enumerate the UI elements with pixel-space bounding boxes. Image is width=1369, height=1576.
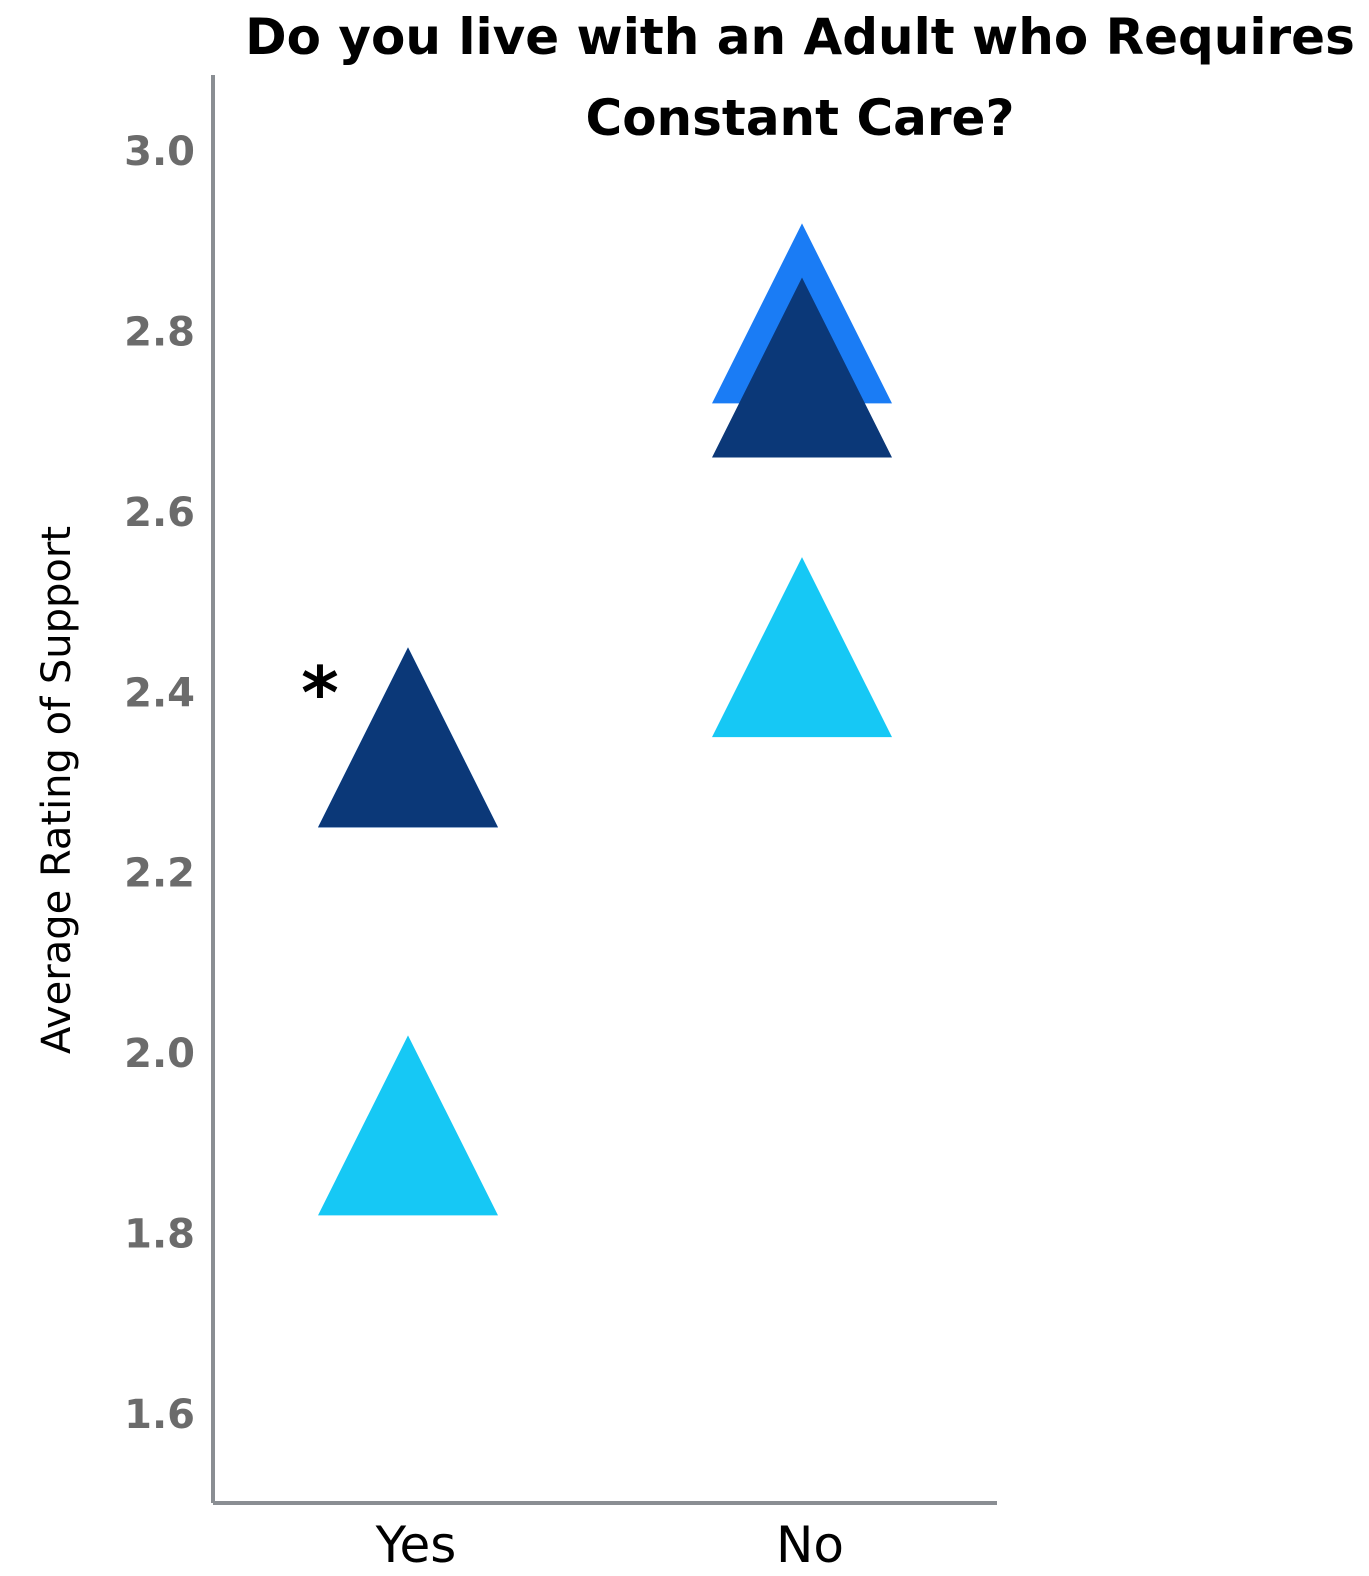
- annotations: *: [301, 651, 339, 735]
- significance-asterisk: *: [301, 651, 339, 735]
- triangle-marker: [712, 277, 892, 458]
- x-tick-label: No: [776, 1516, 844, 1574]
- y-tick-label: 2.0: [124, 1031, 195, 1077]
- triangle-marker: [318, 647, 498, 828]
- y-tick-label: 2.4: [124, 670, 195, 716]
- y-tick-label: 1.6: [124, 1392, 195, 1438]
- chart-title-line-1: Do you live with an Adult who Requires: [245, 8, 1355, 66]
- x-tick-label: Yes: [375, 1516, 457, 1574]
- y-axis-label: Average Rating of Support: [34, 526, 80, 1054]
- chart-title-line-2: Constant Care?: [586, 89, 1015, 147]
- data-marks: [318, 223, 892, 1216]
- triangle-marker: [712, 557, 892, 738]
- y-tick-label: 2.8: [124, 309, 195, 355]
- triangle-marker: [318, 1035, 498, 1216]
- axes: [211, 75, 997, 1505]
- y-tick-label: 3.0: [124, 129, 195, 175]
- y-tick-label: 1.8: [124, 1212, 195, 1258]
- y-tick-label: 2.2: [124, 851, 195, 897]
- y-tick-label: 2.6: [124, 490, 195, 536]
- x-ticks: Yes No: [375, 1516, 844, 1574]
- y-ticks: 1.6 1.8 2.0 2.2 2.4 2.6 2.8 3.0: [124, 129, 195, 1438]
